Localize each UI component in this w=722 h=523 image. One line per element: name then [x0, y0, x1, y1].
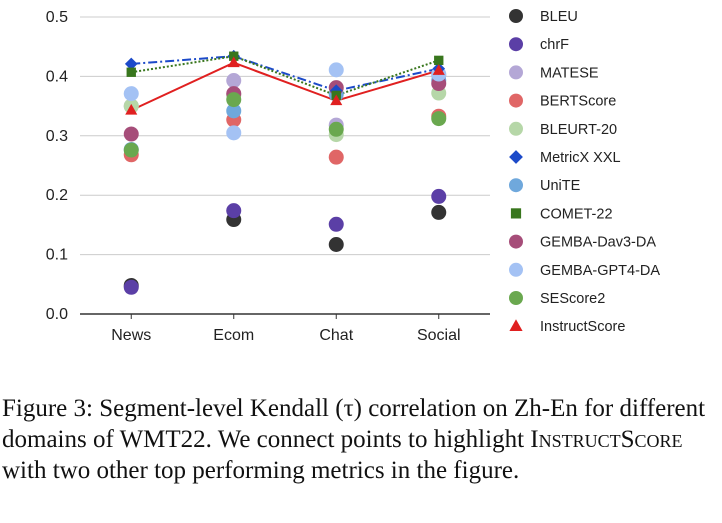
legend-marker [509, 319, 523, 331]
legend-label: BERTScore [540, 94, 616, 110]
data-point [126, 67, 136, 77]
data-point [123, 142, 139, 158]
legend-marker [510, 208, 522, 219]
caption-text-1: Figure 3: Segment-level Kendall (τ) corr… [2, 395, 706, 453]
data-point [226, 103, 242, 119]
legend: BLEU chrF MATESE BERTScore BLEURT-20 MetricX … [509, 9, 660, 335]
data-point [431, 111, 447, 127]
data-point [124, 57, 138, 71]
caption-metric-name: InstructScore [530, 426, 683, 453]
legend-marker [509, 9, 523, 23]
legend-marker [509, 262, 523, 277]
legend-label: GEMBA-Dav3-DA [540, 235, 656, 251]
data-point [434, 55, 444, 66]
data-point [226, 73, 242, 89]
series-line [130, 61, 440, 112]
legend-marker [509, 93, 523, 108]
data-point [226, 125, 242, 141]
data-point [328, 121, 344, 137]
x-tick-label: News [111, 327, 151, 344]
data-point [328, 62, 344, 78]
data-point [431, 188, 447, 204]
data-point [125, 103, 138, 115]
kendall-correlation-chart: 0.0 0.1 0.2 0.3 0.4 0.5 News Ecom Chat Social BLE… [46, 9, 660, 344]
data-point [328, 237, 344, 253]
data-point [226, 203, 242, 219]
legend-marker [509, 37, 523, 52]
y-tick-label: 0.5 [46, 9, 68, 26]
legend-marker [509, 150, 523, 164]
legend-label: MATESE [540, 65, 599, 81]
legend-label: UniTE [540, 178, 581, 194]
series-lines [130, 55, 440, 112]
data-point [328, 149, 344, 165]
x-tick-label: Ecom [213, 327, 254, 344]
legend-label: MetricX XXL [540, 150, 621, 166]
chart-axes: 0.0 0.1 0.2 0.3 0.4 0.5 News Ecom Chat Social [46, 9, 490, 344]
data-point [328, 216, 344, 232]
data-point [226, 92, 242, 108]
y-tick-label: 0.1 [46, 247, 68, 264]
legend-label: InstructScore [540, 319, 625, 335]
legend-label: chrF [540, 37, 569, 53]
legend-label: SEScore2 [540, 291, 605, 307]
y-tick-label: 0.0 [46, 306, 68, 323]
legend-label: GEMBA-GPT4-DA [540, 263, 660, 279]
legend-marker [509, 234, 523, 249]
data-points [123, 49, 447, 295]
x-tick-label: Social [417, 327, 461, 344]
data-point [330, 94, 343, 106]
y-tick-label: 0.2 [46, 187, 68, 204]
legend-label: BLEURT-20 [540, 122, 617, 138]
y-tick-label: 0.3 [46, 128, 68, 145]
legend-marker [509, 65, 523, 80]
y-tick-label: 0.4 [46, 68, 68, 85]
legend-label: COMET-22 [540, 206, 613, 222]
data-point [227, 56, 240, 68]
caption-text-2: with two other top performing metrics in… [2, 457, 520, 484]
legend-label: BLEU [540, 9, 578, 25]
legend-marker [509, 178, 523, 193]
data-point [329, 84, 343, 97]
data-point [432, 64, 445, 75]
legend-marker [509, 121, 523, 136]
data-point [123, 279, 139, 295]
series-line [131, 55, 439, 92]
data-point [123, 86, 139, 102]
legend-marker [509, 291, 523, 305]
data-point [123, 126, 139, 142]
x-tick-label: Chat [319, 327, 353, 344]
figure-caption: Figure 3: Segment-level Kendall (τ) corr… [2, 393, 718, 486]
data-point [229, 51, 239, 61]
data-point [431, 204, 447, 220]
